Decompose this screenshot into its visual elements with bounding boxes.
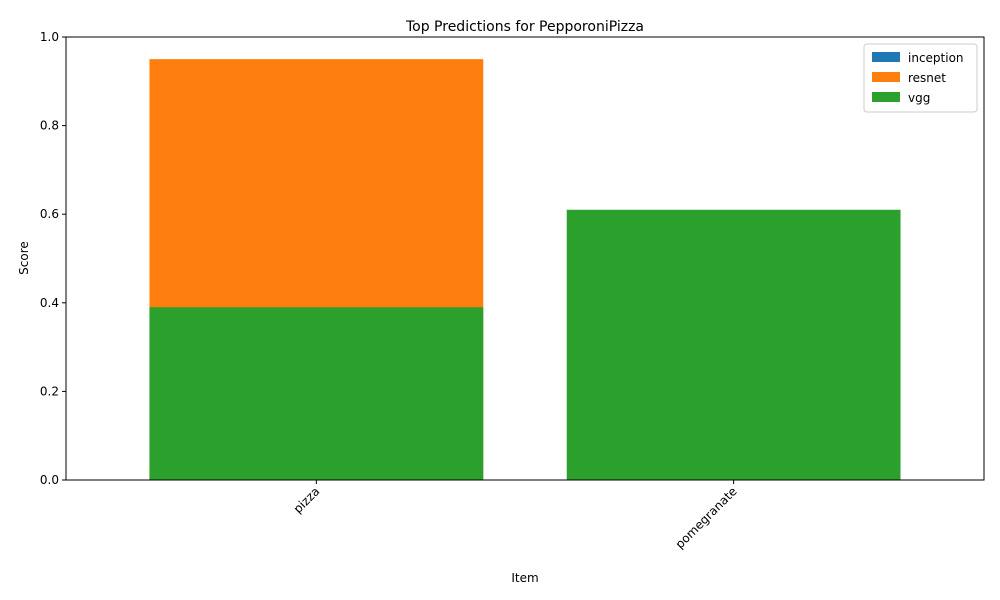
bars-group (149, 59, 901, 481)
y-tick-label: 0.6 (40, 207, 59, 221)
legend-swatch-vgg (872, 92, 900, 102)
legend-label-resnet: resnet (908, 71, 946, 85)
y-tick-label: 0.8 (40, 119, 59, 133)
y-tick-label: 1.0 (40, 30, 59, 44)
plot-frame (65, 36, 985, 481)
y-tick-label: 0.0 (40, 473, 59, 487)
chart-title: Top Predictions for PepporoniPizza (405, 19, 644, 35)
bar-vgg-pomegranate (566, 209, 901, 480)
legend-label-inception: inception (908, 51, 964, 65)
legend: inception resnet vgg (863, 43, 978, 113)
legend-swatch-inception (872, 52, 900, 62)
x-axis-label: Item (511, 571, 538, 585)
legend-swatch-resnet (872, 72, 900, 82)
legend-label-vgg: vgg (908, 91, 930, 105)
y-tick-label: 0.2 (40, 384, 59, 398)
bar-vgg-pizza (149, 307, 484, 480)
y-tick-label: 0.4 (40, 296, 59, 310)
y-axis-label: Score (17, 241, 31, 275)
